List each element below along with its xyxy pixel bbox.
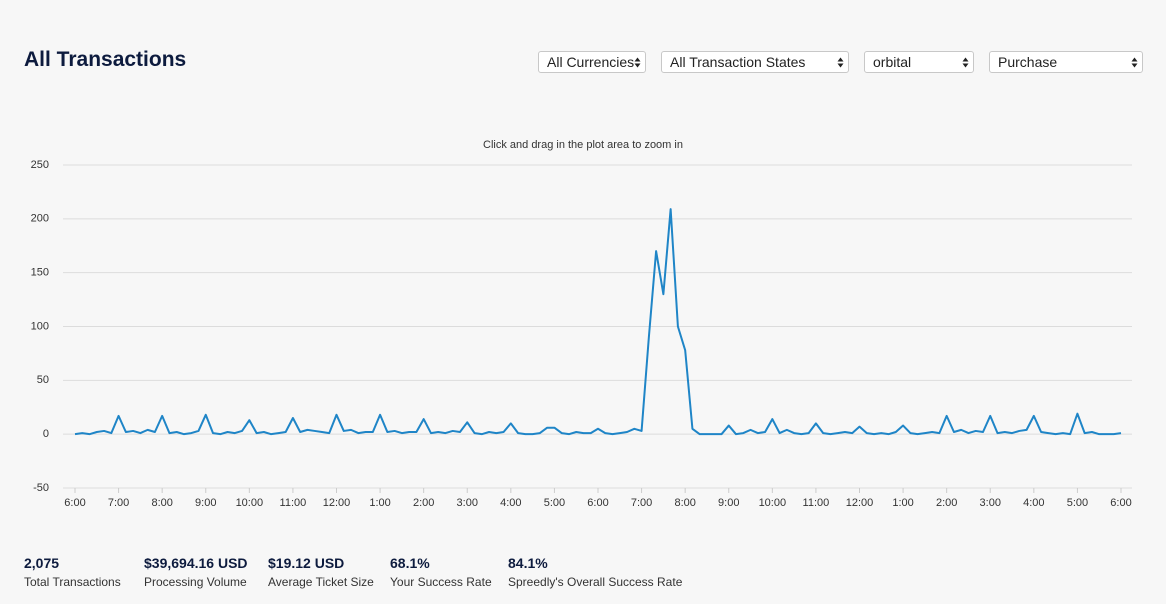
stat-label: Total Transactions: [24, 575, 121, 589]
x-tick-label: 6:00: [64, 497, 85, 509]
y-tick-label: 150: [31, 267, 49, 279]
stat-value: 84.1%: [508, 555, 548, 571]
stat: 2,075 Total Transactions: [24, 555, 121, 589]
x-tick-label: 8:00: [151, 497, 172, 509]
dropdown[interactable]: orbital: [864, 51, 974, 73]
dropdown-arrows: [634, 57, 641, 68]
filters: All Currencies All Transaction States orbi…: [538, 51, 1143, 73]
dropdown[interactable]: Purchase: [989, 51, 1143, 73]
stat: 68.1% Your Success Rate: [390, 555, 492, 589]
x-tick-label: 11:00: [280, 497, 307, 509]
stat-value: 2,075: [24, 555, 60, 571]
x-tick-label: 2:00: [413, 497, 434, 509]
x-tick-label: 9:00: [195, 497, 216, 509]
x-tick-label: 11:00: [803, 497, 830, 509]
x-tick-label: 4:00: [500, 497, 521, 509]
x-tick-label: 5:00: [544, 497, 565, 509]
y-tick-label: 250: [31, 159, 49, 171]
stat-value: $39,694.16 USD: [144, 555, 248, 571]
x-tick-label: 9:00: [718, 497, 739, 509]
y-tick-label: -50: [33, 482, 49, 494]
x-tick-label: 1:00: [892, 497, 913, 509]
stat-label: Your Success Rate: [390, 575, 492, 589]
y-tick-label: 50: [37, 374, 49, 386]
dropdown-arrows: [837, 57, 844, 68]
chart-subtitle: Click and drag in the plot area to zoom …: [483, 139, 683, 151]
stat-value: $19.12 USD: [268, 555, 345, 571]
dropdown-arrows: [962, 57, 969, 68]
chart: Click and drag in the plot area to zoom …: [31, 139, 1132, 509]
x-tick-label: 4:00: [1023, 497, 1044, 509]
y-tick-label: 0: [43, 428, 49, 440]
stat: 84.1% Spreedly's Overall Success Rate: [508, 555, 682, 589]
x-tick-label: 10:00: [236, 497, 264, 509]
x-tick-label: 5:00: [1067, 497, 1088, 509]
x-tick-label: 7:00: [631, 497, 652, 509]
x-tick-label: 12:00: [846, 497, 874, 509]
stat-label: Average Ticket Size: [268, 575, 374, 589]
dropdown-arrows: [1131, 57, 1138, 68]
data-line: [74, 208, 1122, 436]
x-tick-label: 12:00: [323, 497, 351, 509]
x-tick-label: 10:00: [759, 497, 787, 509]
x-tick-label: 2:00: [936, 497, 957, 509]
dropdown[interactable]: All Transaction States: [661, 51, 849, 73]
stat-label: Processing Volume: [144, 575, 247, 589]
stat-value: 68.1%: [390, 555, 430, 571]
x-tick-label: 3:00: [457, 497, 478, 509]
x-tick-label: 1:00: [369, 497, 390, 509]
y-tick-label: 100: [31, 320, 49, 332]
x-tick-label: 8:00: [674, 497, 695, 509]
stat: $39,694.16 USD Processing Volume: [144, 555, 248, 589]
x-tick-label: 6:00: [1110, 497, 1131, 509]
x-tick-label: 6:00: [587, 497, 608, 509]
x-tick-label: 7:00: [108, 497, 129, 509]
y-tick-label: 200: [31, 213, 49, 225]
page-title: All Transactions: [24, 48, 187, 71]
dropdown[interactable]: All Currencies: [538, 51, 646, 73]
stat-label: Spreedly's Overall Success Rate: [508, 575, 683, 589]
x-tick-label: 3:00: [980, 497, 1001, 509]
stat: $19.12 USD Average Ticket Size: [268, 555, 374, 589]
